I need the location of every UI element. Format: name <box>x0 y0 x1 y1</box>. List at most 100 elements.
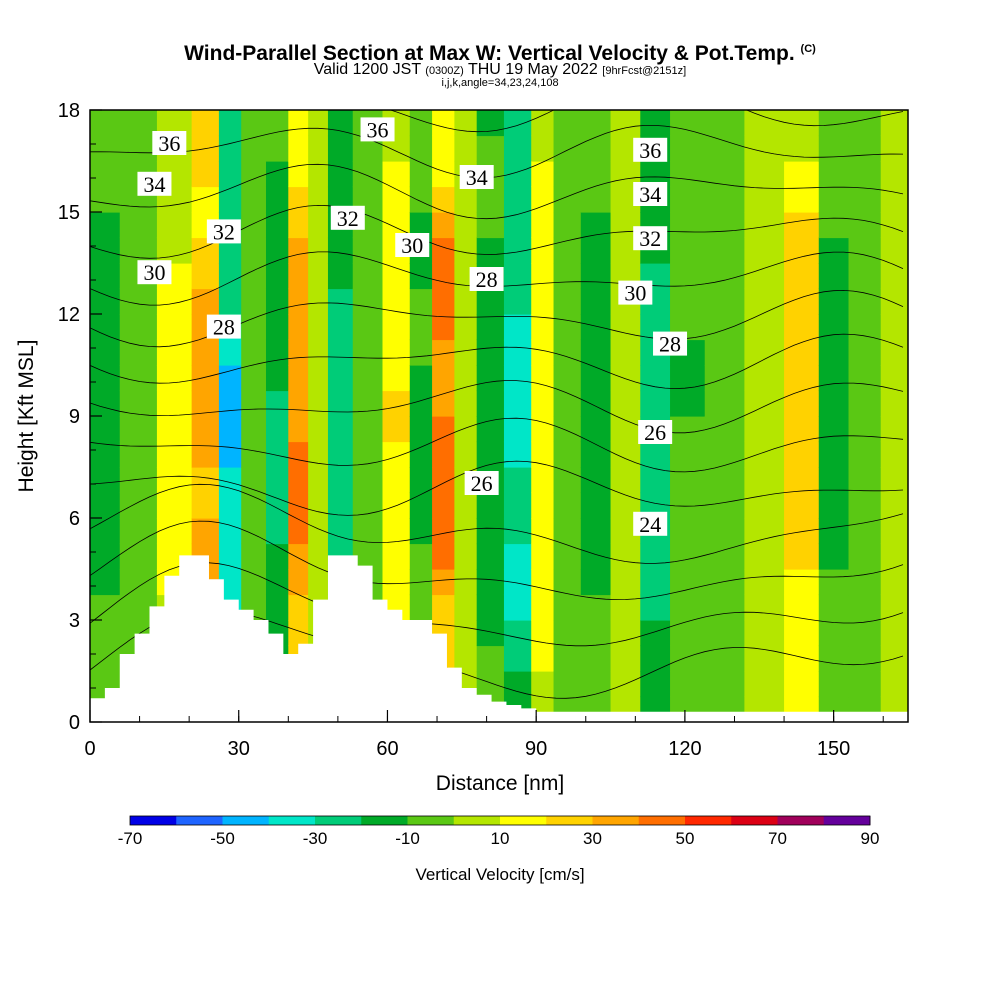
velocity-cell <box>580 110 612 137</box>
velocity-cell <box>288 441 309 468</box>
velocity-cell <box>531 620 555 647</box>
velocity-cell <box>241 288 267 315</box>
velocity-cell <box>241 390 267 417</box>
velocity-cell <box>288 518 309 545</box>
velocity-cell <box>288 161 309 188</box>
velocity-cell <box>880 518 908 545</box>
isentrope-36 <box>90 125 904 179</box>
colorbar-swatch <box>777 816 825 825</box>
velocity-cell <box>241 441 267 468</box>
contour-label-bg <box>633 511 668 536</box>
velocity-cell <box>880 441 908 468</box>
chart-title-text: Wind-Parallel Section at Max W: Vertical… <box>184 42 795 65</box>
velocity-cell <box>848 645 882 672</box>
valid-utc: (0300Z) <box>425 65 464 77</box>
velocity-cell <box>409 110 433 137</box>
velocity-cell <box>382 518 411 545</box>
velocity-cell <box>580 288 612 315</box>
velocity-cell <box>288 492 309 519</box>
velocity-cell <box>90 212 121 239</box>
velocity-cell <box>308 365 329 392</box>
velocity-cell <box>818 237 850 264</box>
x-tick-label: 120 <box>668 738 701 760</box>
velocity-cell <box>670 645 706 672</box>
isentrope-35 <box>90 163 904 220</box>
velocity-cell <box>580 263 612 290</box>
velocity-cell <box>90 237 121 264</box>
velocity-cell <box>531 492 555 519</box>
velocity-cell <box>288 594 309 621</box>
velocity-cell <box>848 416 882 443</box>
x-tick-label: 150 <box>817 738 850 760</box>
velocity-cell <box>288 365 309 392</box>
velocity-cell <box>670 390 706 417</box>
velocity-cell <box>744 161 785 188</box>
velocity-cell <box>503 620 532 647</box>
colorbar-swatch <box>638 816 686 825</box>
colorbar-swatch <box>407 816 455 825</box>
velocity-cell <box>784 237 820 264</box>
velocity-cell <box>580 339 612 366</box>
velocity-cell <box>704 416 745 443</box>
forecast-note: [9hrFcst@2151z] <box>602 65 687 77</box>
velocity-cell <box>191 416 220 443</box>
colorbar-swatch <box>823 816 871 825</box>
velocity-cell <box>327 339 354 366</box>
velocity-cell <box>409 135 433 162</box>
velocity-cell <box>432 135 455 162</box>
velocity-cell <box>880 161 908 188</box>
velocity-cell <box>880 594 908 621</box>
velocity-cell <box>476 135 505 162</box>
velocity-cell <box>848 620 882 647</box>
colorbar-swatch <box>731 816 778 825</box>
x-tick-label: 30 <box>228 738 250 760</box>
velocity-cell <box>531 543 555 570</box>
velocity-cell <box>382 569 411 596</box>
velocity-cell <box>784 594 820 621</box>
velocity-cell <box>409 365 433 392</box>
velocity-cell <box>476 569 505 596</box>
velocity-cell <box>744 110 785 137</box>
velocity-cell <box>191 110 220 137</box>
velocity-cell <box>352 518 384 545</box>
velocity-cell <box>503 237 532 264</box>
velocity-cell <box>784 518 820 545</box>
velocity-cell <box>218 467 242 494</box>
velocity-cell <box>265 186 289 213</box>
isentrope-25 <box>90 562 904 647</box>
x-tick-label: 60 <box>376 738 398 760</box>
velocity-cell <box>880 110 908 137</box>
velocity-cell <box>288 569 309 596</box>
velocity-cell <box>156 467 193 494</box>
contour-label-34: 34 <box>639 182 661 207</box>
velocity-cell <box>382 467 411 494</box>
velocity-cell <box>818 671 850 698</box>
velocity-cell <box>531 365 555 392</box>
velocity-cell <box>476 212 505 239</box>
velocity-cell <box>218 492 242 519</box>
velocity-cell <box>670 186 706 213</box>
velocity-cell <box>308 237 329 264</box>
velocity-cell <box>119 467 158 494</box>
velocity-cell <box>784 161 820 188</box>
chart-title: Wind-Parallel Section at Max W: Vertical… <box>90 37 910 66</box>
velocity-cell <box>818 467 850 494</box>
velocity-cell <box>784 569 820 596</box>
isentrope-29 <box>90 417 904 473</box>
velocity-cell <box>531 314 555 341</box>
velocity-cell <box>880 314 908 341</box>
velocity-cell <box>880 288 908 315</box>
contour-label-36: 36 <box>158 131 180 156</box>
velocity-cell <box>90 441 121 468</box>
velocity-cell <box>218 339 242 366</box>
contour-label-24: 24 <box>639 512 661 537</box>
velocity-cell <box>531 671 555 698</box>
velocity-cell <box>553 237 582 264</box>
velocity-cell <box>476 237 505 264</box>
velocity-cell <box>880 671 908 698</box>
velocity-cell <box>818 416 850 443</box>
velocity-cell <box>580 390 612 417</box>
velocity-cell <box>880 492 908 519</box>
velocity-cell <box>218 237 242 264</box>
velocity-cell <box>503 314 532 341</box>
